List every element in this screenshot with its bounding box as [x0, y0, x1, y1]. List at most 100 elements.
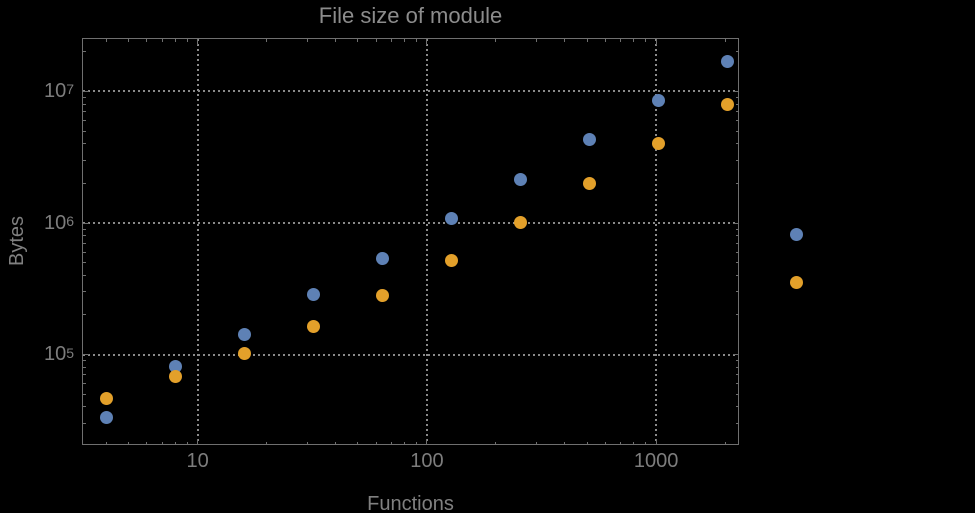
point-series-2-orange-x128: [444, 253, 458, 267]
y-minor-tick-right: [735, 120, 739, 122]
x-axis-label: Functions: [367, 493, 454, 513]
point-series-1-blue-x2048: [721, 54, 735, 68]
point-series-2-orange-x2048: [721, 97, 735, 111]
y-minor-tick: [83, 366, 86, 368]
x-minor-tick: [161, 441, 163, 445]
y-minor-tick-right: [735, 360, 739, 362]
y-minor-tick: [83, 228, 86, 230]
y-minor-tick-right: [735, 130, 739, 132]
x-minor-tick: [357, 441, 359, 445]
x-minor-tick: [724, 441, 726, 445]
y-minor-tick-right: [735, 274, 739, 276]
y-gridline-1e7: [83, 90, 738, 93]
x-major-tick-top: [426, 39, 428, 45]
y-minor-tick-right: [735, 228, 739, 230]
point-series-2-orange-x256: [514, 215, 527, 229]
x-minor-tick: [586, 441, 588, 445]
y-major-tick: [83, 222, 89, 224]
x-minor-tick: [128, 441, 130, 445]
chart-title: File size of module: [318, 3, 503, 28]
point-series-1-blue-x256: [514, 172, 527, 186]
x-minor-tick: [375, 441, 377, 445]
y-minor-tick: [83, 374, 86, 376]
x-minor-tick-top: [357, 39, 359, 42]
y-gridline-1e6: [83, 222, 738, 224]
x-minor-tick-top: [128, 39, 130, 42]
point-series-2-orange-x8: [168, 370, 182, 384]
y-gridline-1e5: [83, 353, 738, 356]
x-minor-tick-top: [495, 39, 497, 42]
x-major-tick: [197, 438, 199, 445]
y-minor-tick-right: [735, 51, 739, 53]
x-minor-tick: [564, 441, 566, 445]
y-minor-tick-right: [735, 366, 739, 368]
point-series-2-orange-x512: [583, 176, 597, 190]
y-minor-tick: [83, 235, 86, 237]
x-minor-tick: [186, 441, 188, 445]
x-major-tick: [426, 438, 428, 445]
y-minor-tick-right: [735, 159, 739, 161]
x-minor-tick-top: [404, 39, 406, 42]
x-minor-tick-top: [375, 39, 377, 42]
y-major-tick: [83, 90, 89, 92]
y-minor-tick: [83, 393, 86, 395]
x-minor-tick-top: [620, 39, 622, 42]
point-series-2-orange-x16: [237, 347, 251, 361]
x-minor-tick-top: [266, 39, 268, 42]
y-minor-tick-right: [735, 422, 739, 424]
x-minor-tick: [404, 441, 406, 445]
y-minor-tick: [83, 111, 86, 113]
x-tick-label-10: 10: [186, 450, 209, 472]
x-minor-tick: [306, 441, 308, 445]
x-minor-tick-top: [724, 39, 726, 42]
y-minor-tick: [83, 182, 86, 184]
y-minor-tick: [83, 103, 86, 105]
point-series-2-orange-x4096: [790, 275, 804, 289]
y-major-tick-right: [732, 222, 739, 224]
x-minor-tick: [415, 441, 417, 445]
y-minor-tick: [83, 406, 86, 408]
point-series-2-orange-x1024: [652, 137, 666, 151]
point-series-1-blue-x32: [306, 288, 320, 302]
y-tick-label-1e6: 10 6: [43, 211, 74, 234]
x-minor-tick-top: [105, 39, 107, 42]
x-minor-tick-top: [146, 39, 148, 42]
x-minor-tick-top: [535, 39, 537, 42]
y-minor-tick: [83, 422, 86, 424]
x-minor-tick: [390, 441, 392, 445]
y-minor-tick-right: [735, 314, 739, 316]
y-minor-tick-right: [735, 374, 739, 376]
point-series-2-orange-x4: [99, 392, 113, 406]
y-minor-tick: [83, 143, 86, 145]
x-minor-tick-top: [415, 39, 417, 42]
y-minor-tick: [83, 242, 86, 244]
x-gridline-100: [425, 39, 428, 444]
point-series-1-blue-x512: [583, 132, 597, 146]
x-minor-tick: [604, 441, 606, 445]
x-minor-tick: [633, 441, 635, 445]
y-minor-tick: [83, 130, 86, 132]
x-minor-tick-top: [161, 39, 163, 42]
y-minor-tick: [83, 120, 86, 122]
point-series-1-blue-x16: [237, 327, 251, 341]
y-minor-tick: [83, 251, 86, 253]
x-minor-tick-top: [564, 39, 566, 42]
x-minor-tick: [266, 441, 268, 445]
y-minor-tick-right: [735, 111, 739, 113]
x-minor-tick: [105, 441, 107, 445]
x-minor-tick-top: [186, 39, 188, 42]
point-series-2-orange-x32: [306, 320, 320, 334]
y-minor-tick-right: [735, 262, 739, 264]
x-minor-tick-top: [306, 39, 308, 42]
y-minor-tick-right: [735, 182, 739, 184]
y-major-tick-right: [732, 354, 739, 356]
x-minor-tick-top: [174, 39, 176, 42]
x-minor-tick-top: [633, 39, 635, 42]
x-minor-tick: [495, 441, 497, 445]
x-tick-label-100: 100: [410, 450, 444, 472]
y-minor-tick: [83, 96, 86, 98]
y-major-tick-right: [732, 90, 739, 92]
point-series-1-blue-x128: [444, 212, 458, 226]
x-major-tick-top: [655, 39, 657, 45]
